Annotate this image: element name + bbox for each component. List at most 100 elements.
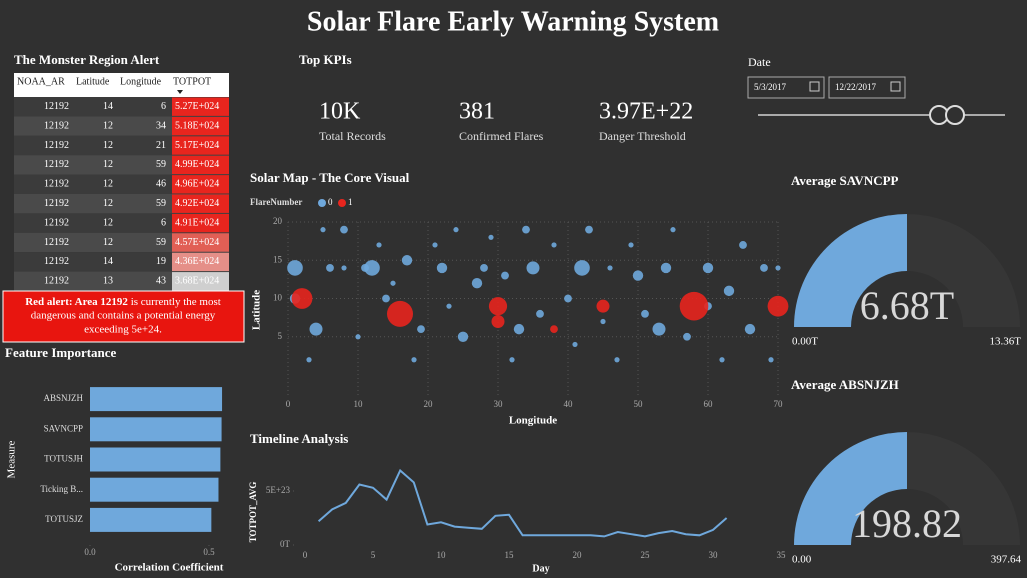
- legend-title: FlareNumber: [250, 197, 302, 207]
- table-cell: 59: [156, 237, 166, 248]
- y-tick-label: 5: [278, 331, 283, 341]
- table-cell: 4.36E+024: [175, 256, 219, 267]
- scatter-point: [491, 314, 505, 328]
- scatter-point: [739, 241, 747, 249]
- scatter-point: [436, 262, 448, 274]
- scatter-point: [574, 260, 590, 276]
- table-cell: 5.17E+024: [175, 140, 219, 151]
- totpot-cell: [172, 136, 229, 155]
- slider-handle[interactable]: [945, 105, 965, 125]
- table-cell: 34: [156, 120, 166, 131]
- kpi-label: Confirmed Flares: [459, 129, 544, 143]
- x-tick-label: 20: [424, 399, 434, 409]
- gauge-value: 198.82: [852, 501, 962, 546]
- scatter-point: [607, 265, 613, 271]
- scatter-point: [600, 318, 606, 325]
- scatter-point: [432, 242, 438, 248]
- table-cell: 12: [103, 198, 113, 209]
- scatter-point: [287, 260, 303, 276]
- table-cell: 12192: [44, 179, 69, 190]
- scatter-point: [596, 299, 610, 313]
- y-tick-label: 5E+23: [266, 485, 291, 495]
- table-cell: 12: [103, 217, 113, 228]
- scatter-point: [652, 322, 666, 336]
- column-header: TOTPOT: [173, 76, 211, 87]
- totpot-cell: [172, 194, 229, 213]
- table-cell: 4.57E+024: [175, 237, 219, 248]
- gauge-min: 0.00: [792, 554, 812, 566]
- bar: [90, 447, 221, 472]
- scatter-point: [585, 225, 593, 234]
- legend-label: 0: [328, 197, 333, 207]
- scatter-point: [526, 261, 540, 275]
- y-tick-label: 0T: [280, 539, 291, 549]
- table-cell: 4.92E+024: [175, 198, 219, 209]
- scatter-point: [719, 357, 725, 363]
- table-cell: 12: [103, 179, 113, 190]
- table-cell: 6: [161, 217, 166, 228]
- totpot-cell: [172, 155, 229, 175]
- column-header: Latitude: [76, 76, 110, 87]
- table-cell: 13: [103, 276, 113, 287]
- table-cell: 14: [103, 256, 113, 267]
- scatter-point: [744, 323, 756, 335]
- gauge-fill: [794, 432, 907, 545]
- column-header: NOAA_AR: [17, 76, 65, 87]
- bar: [90, 477, 219, 502]
- calendar-icon[interactable]: [890, 81, 901, 92]
- calendar-icon[interactable]: [809, 81, 820, 92]
- scatter-point: [340, 225, 348, 234]
- y-tick-label: TOTUSJH: [44, 454, 83, 464]
- y-tick-label: SAVNCPP: [44, 423, 83, 433]
- totpot-cell: [172, 233, 229, 252]
- scatter-point: [760, 264, 768, 272]
- scatter-point: [551, 242, 557, 248]
- scatter-point: [679, 291, 709, 321]
- y-axis-title: Measure: [6, 440, 18, 478]
- date-input[interactable]: [828, 76, 906, 99]
- table-cell: 12192: [44, 140, 69, 151]
- scatter-point: [632, 270, 644, 281]
- kpi-value: 10K: [319, 99, 361, 125]
- y-axis-title: TOTPOT_AVG: [248, 482, 258, 543]
- scatter-point: [488, 234, 494, 240]
- table-cell: 59: [156, 159, 166, 170]
- table-cell: 14: [103, 101, 113, 112]
- table-cell: 12192: [44, 120, 69, 131]
- table-cell: 12: [103, 237, 113, 248]
- legend-swatch: [338, 199, 346, 207]
- table-cell: 12192: [44, 217, 69, 228]
- scatter-point: [471, 278, 483, 289]
- x-tick-label: 0.5: [203, 547, 215, 557]
- chart-title: Average SAVNCPP: [791, 173, 899, 188]
- y-tick-label: TOTUSJZ: [45, 514, 83, 524]
- scatter-point: [382, 294, 390, 303]
- gauge-max: 397.64: [991, 554, 1022, 566]
- x-tick-label: 5: [371, 550, 376, 560]
- x-tick-label: 60: [704, 399, 714, 409]
- kpi-value: 3.97E+22: [599, 99, 693, 125]
- chart-title: Average ABSNJZH: [791, 377, 899, 392]
- scatter-point: [550, 325, 558, 334]
- scatter-point: [480, 264, 488, 272]
- date-input[interactable]: [747, 76, 825, 99]
- totpot-cell: [172, 116, 229, 136]
- bar: [90, 387, 223, 412]
- x-tick-label: 0: [303, 550, 308, 560]
- alert-box: [2, 290, 245, 343]
- gauge-value: 6.68T: [860, 283, 954, 328]
- alert-text: exceeding 5e+24.: [84, 324, 162, 336]
- table-cell: 43: [156, 276, 166, 287]
- scatter-point: [614, 357, 620, 363]
- kpi-label: Danger Threshold: [599, 129, 686, 143]
- section-title: The Monster Region Alert: [14, 52, 160, 67]
- x-tick-label: 35: [777, 550, 787, 560]
- scatter-point: [411, 357, 417, 363]
- table-cell: 59: [156, 198, 166, 209]
- y-tick-label: ABSNJZH: [43, 393, 83, 403]
- legend-label: 1: [348, 197, 353, 207]
- table-cell: 12192: [44, 198, 69, 209]
- section-title: Top KPIs: [299, 52, 352, 67]
- table-cell: 4.99E+024: [175, 159, 219, 170]
- table-cell: 12: [103, 140, 113, 151]
